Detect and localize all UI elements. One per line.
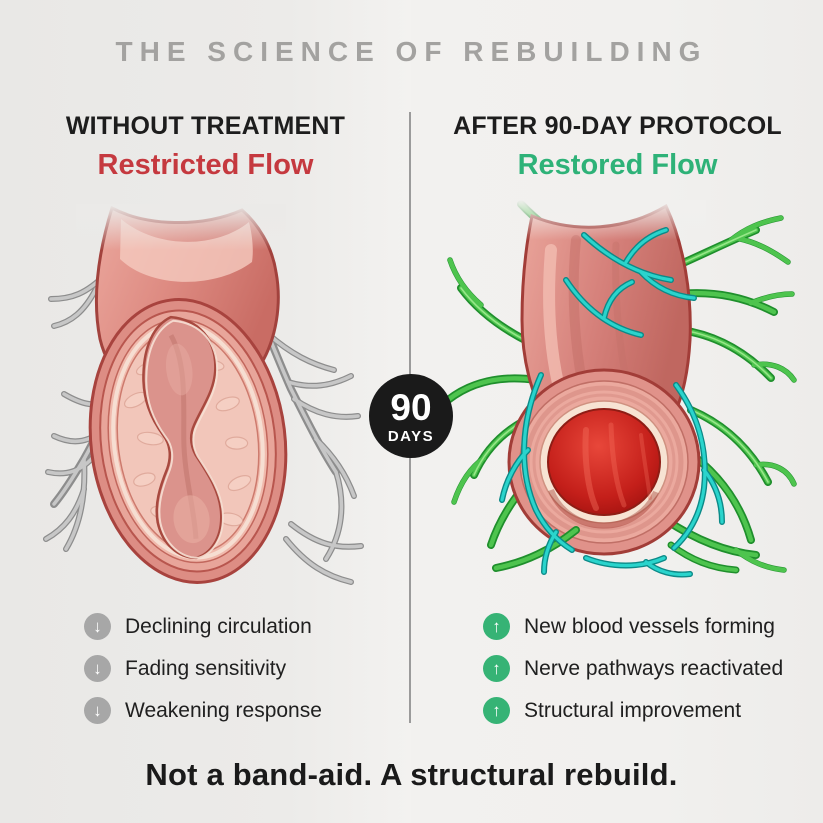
open-lumen — [547, 408, 661, 529]
list-item: ↑ New blood vessels forming — [483, 613, 783, 640]
list-item: ↓ Declining circulation — [84, 613, 322, 640]
green-nerve-branches — [444, 200, 797, 573]
restored-artery-illustration — [444, 200, 797, 578]
list-item: ↓ Weakening response — [84, 697, 322, 724]
list-item-label: Nerve pathways reactivated — [524, 656, 784, 680]
badge-number: 90 — [390, 386, 432, 428]
restricted-artery-cross-section — [88, 298, 288, 584]
list-item-label: Structural improvement — [524, 698, 742, 722]
ninety-days-badge: 90 DAYS — [369, 374, 453, 458]
left-bullet-list: ↓ Declining circulation ↓ Fading sensiti… — [84, 613, 322, 724]
restricted-lumen — [142, 315, 224, 560]
list-item: ↓ Fading sensitivity — [84, 655, 322, 682]
right-column-subheader: Restored Flow — [517, 149, 718, 181]
badge-unit: DAYS — [387, 427, 435, 445]
left-column-header: WITHOUT TREATMENT — [65, 112, 346, 140]
list-item-label: Fading sensitivity — [125, 656, 287, 680]
down-arrow-circle-icon: ↓ — [84, 613, 111, 640]
up-arrow-circle-icon: ↑ — [483, 613, 510, 640]
list-item: ↑ Structural improvement — [483, 697, 783, 724]
left-column-subheader: Restricted Flow — [97, 149, 314, 181]
down-arrow-circle-icon: ↓ — [84, 697, 111, 724]
list-item-label: Declining circulation — [125, 614, 312, 638]
list-item-label: New blood vessels forming — [524, 614, 775, 638]
restored-artery-cross-section — [507, 368, 701, 556]
list-item-label: Weakening response — [125, 698, 322, 722]
down-arrow-circle-icon: ↓ — [84, 655, 111, 682]
restricted-artery-illustration — [43, 204, 364, 585]
up-arrow-circle-icon: ↑ — [483, 655, 510, 682]
teal-blood-vessels — [499, 227, 725, 578]
list-item: ↑ Nerve pathways reactivated — [483, 655, 783, 682]
page-title: THE SCIENCE OF REBUILDING — [115, 36, 708, 67]
right-bullet-list: ↑ New blood vessels forming ↑ Nerve path… — [483, 613, 783, 724]
right-column-header: AFTER 90-DAY PROTOCOL — [453, 112, 782, 140]
footer-tagline: Not a band-aid. A structural rebuild. — [145, 757, 678, 792]
up-arrow-circle-icon: ↑ — [483, 697, 510, 724]
gray-nerve-branches — [43, 230, 364, 585]
